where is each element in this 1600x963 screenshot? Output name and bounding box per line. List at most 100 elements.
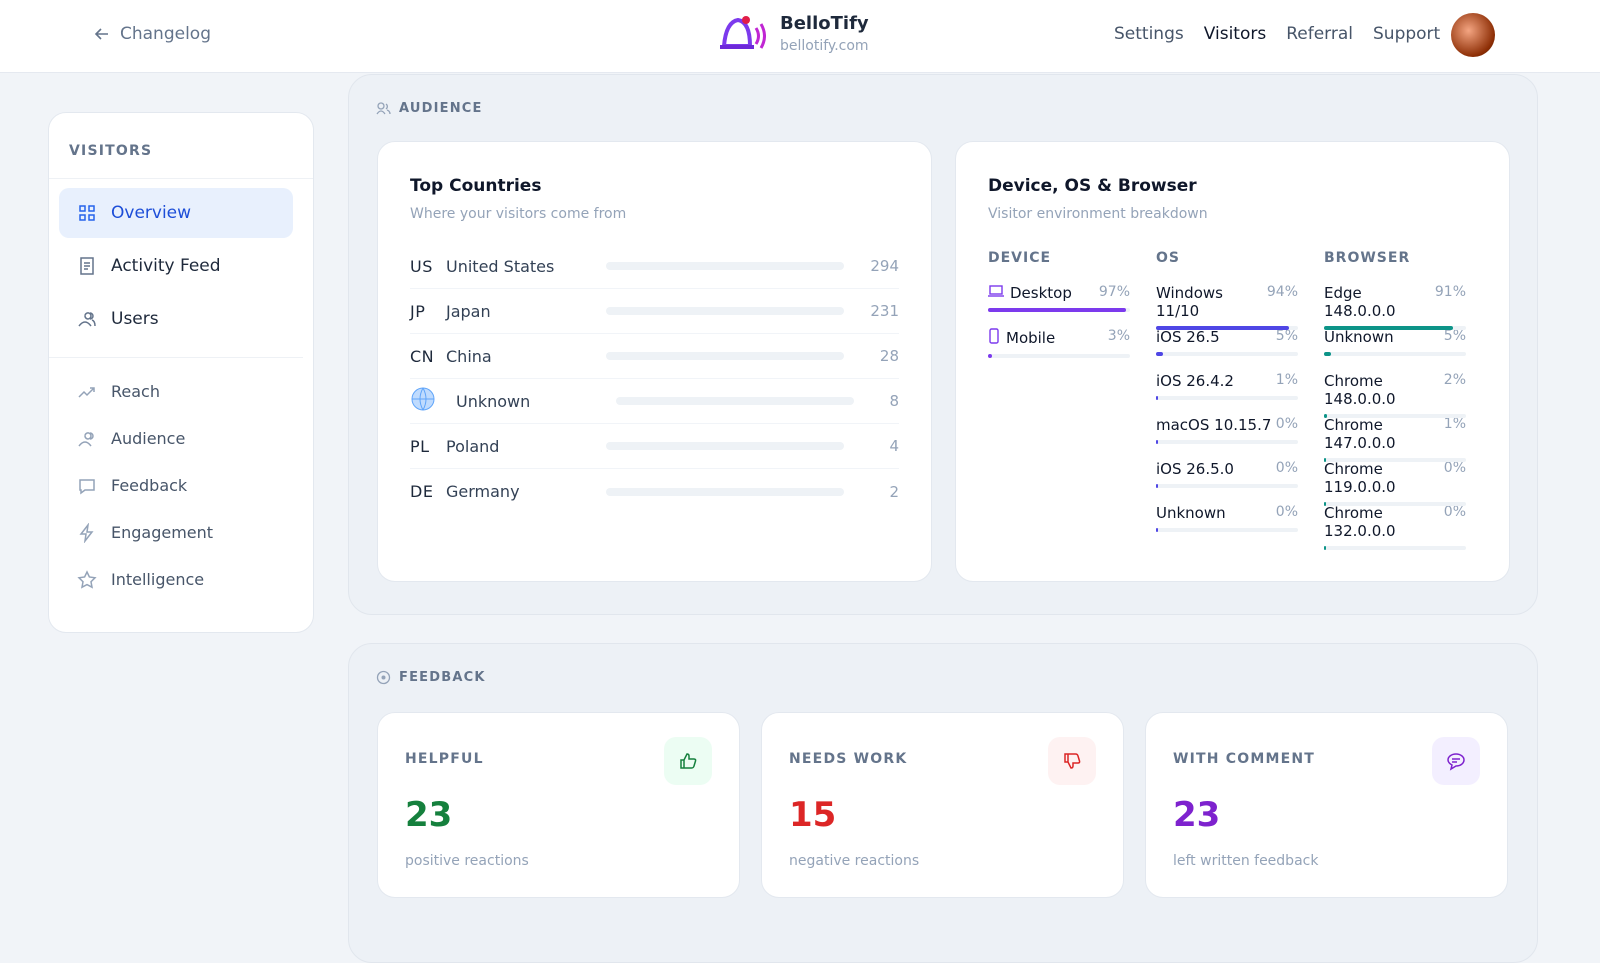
audience-heading-text: AUDIENCE bbox=[399, 101, 483, 116]
sidebar-item[interactable]: Overview bbox=[59, 188, 293, 238]
back-link[interactable]: Changelog bbox=[94, 24, 211, 44]
globe bbox=[411, 387, 435, 411]
back-text: Changelog bbox=[120, 24, 212, 44]
env-line: Chrome 148.0.0.0 2% bbox=[1324, 372, 1466, 408]
env-track bbox=[1156, 352, 1298, 356]
icon bbox=[80, 257, 94, 275]
feedback-heading: FEEDBACK bbox=[376, 670, 486, 685]
feedback-label: HELPFUL bbox=[405, 751, 484, 767]
env-label-wrap: Chrome 148.0.0.0 bbox=[1324, 372, 1444, 408]
env-line: Edge 148.0.0.0 91% bbox=[1324, 284, 1466, 320]
country-name: Japan bbox=[446, 301, 491, 321]
env-label: Chrome 147.0.0.0 bbox=[1324, 416, 1396, 452]
env-track bbox=[1324, 352, 1466, 356]
card-title: Device, OS & Browser bbox=[988, 176, 1197, 196]
env-pct: 0% bbox=[1275, 504, 1298, 520]
env-label-wrap: Mobile bbox=[988, 328, 1055, 348]
sidebar-item[interactable]: Users bbox=[59, 294, 293, 344]
feedback-value: 15 bbox=[789, 795, 837, 835]
avatar[interactable] bbox=[1451, 13, 1495, 57]
sidebar-label: Users bbox=[111, 309, 159, 329]
env-line: Unknown 0% bbox=[1156, 504, 1298, 522]
env-bar bbox=[1324, 352, 1332, 356]
sidebar-item[interactable]: Audience bbox=[59, 415, 303, 462]
feedback-caption: negative reactions bbox=[789, 853, 920, 869]
country-code: DE bbox=[410, 482, 434, 501]
env-label-wrap: Unknown bbox=[1156, 504, 1226, 522]
sidebar-label: Activity Feed bbox=[111, 256, 221, 276]
sidebar-title: VISITORS bbox=[49, 113, 313, 179]
nav-link[interactable]: Settings bbox=[1114, 24, 1184, 44]
env-track bbox=[1324, 414, 1466, 418]
brand: BelloTify bellotify.com bbox=[780, 13, 869, 54]
back-icon bbox=[94, 28, 108, 40]
nav-link[interactable]: Visitors bbox=[1203, 24, 1267, 44]
device-column: OS Windows 11/10 94% iOS 26.5 5% iOS 26.4.2 1%… bbox=[1156, 250, 1298, 548]
bar-track bbox=[606, 307, 844, 315]
country-name: United States bbox=[446, 256, 555, 276]
feedback-value: 23 bbox=[405, 795, 453, 835]
top-nav: Settings Visitors Referral Support bbox=[1114, 24, 1440, 44]
env-label-wrap: Chrome 119.0.0.0 bbox=[1324, 460, 1444, 496]
sidebar-item[interactable]: Engagement bbox=[59, 509, 303, 556]
env-pct: 0% bbox=[1443, 504, 1466, 520]
env-line: Chrome 119.0.0.0 0% bbox=[1324, 460, 1466, 496]
country-count: 231 bbox=[870, 302, 899, 320]
env-label: Windows 11/10 bbox=[1156, 284, 1223, 320]
sidebar-item[interactable]: Feedback bbox=[59, 462, 303, 509]
device-card: Device, OS & Browser Visitor environment… bbox=[955, 141, 1510, 582]
env-row: Desktop 97% bbox=[988, 284, 1130, 328]
env-track bbox=[1156, 326, 1298, 330]
env-bar bbox=[1324, 414, 1327, 418]
sidebar-item[interactable]: Reach bbox=[59, 368, 303, 415]
env-bar bbox=[988, 308, 1126, 312]
country-code: PL bbox=[410, 436, 430, 456]
card-subtitle: Visitor environment breakdown bbox=[988, 206, 1208, 222]
sidebar-item[interactable]: Activity Feed bbox=[59, 241, 293, 291]
card-subtitle: Where your visitors come from bbox=[410, 206, 627, 222]
env-label: iOS 26.4.2 bbox=[1156, 372, 1234, 390]
logo bbox=[720, 16, 766, 49]
icon bbox=[78, 312, 96, 327]
brand-name: BelloTify bbox=[780, 13, 869, 34]
env-bar bbox=[1324, 326, 1454, 330]
feedback-card: NEEDS WORK 15 negative reactions bbox=[761, 712, 1124, 898]
feedback-icon bbox=[664, 737, 712, 785]
sidebar-item[interactable]: Intelligence bbox=[59, 556, 303, 603]
icon bbox=[78, 386, 95, 398]
mobile-icon bbox=[989, 328, 999, 344]
audience-heading: AUDIENCE bbox=[376, 101, 483, 116]
env-line: Chrome 132.0.0.0 0% bbox=[1324, 504, 1466, 540]
env-pct: 3% bbox=[1107, 328, 1130, 344]
env-line: Desktop 97% bbox=[988, 284, 1130, 302]
icon bbox=[79, 478, 95, 494]
sidebar-label: Feedback bbox=[111, 476, 188, 495]
env-pct: 1% bbox=[1275, 372, 1298, 388]
env-row: Mobile 3% bbox=[988, 328, 1130, 372]
nav-link[interactable]: Referral bbox=[1286, 24, 1353, 44]
desktop-icon bbox=[988, 285, 1004, 297]
env-line: Chrome 147.0.0.0 1% bbox=[1324, 416, 1466, 452]
env-row: iOS 26.5 5% bbox=[1156, 328, 1298, 372]
env-track bbox=[988, 308, 1130, 312]
env-track bbox=[1156, 440, 1298, 444]
feedback-section: FEEDBACK HELPFUL 23 positive reactions NEED… bbox=[348, 643, 1538, 963]
country-row: US United States 294 bbox=[410, 244, 899, 289]
country-row: CN China 28 bbox=[410, 334, 899, 379]
feedback-icon bbox=[1048, 737, 1096, 785]
audience-section: AUDIENCE Top Countries Where your visito… bbox=[348, 74, 1538, 615]
country-row: JP Japan 231 bbox=[410, 289, 899, 334]
primary-nav: Overview Activity Feed Users bbox=[49, 179, 303, 358]
feedback-value: 23 bbox=[1173, 795, 1221, 835]
nav-link[interactable]: Support bbox=[1373, 24, 1441, 44]
env-row: Chrome 132.0.0.0 0% bbox=[1324, 504, 1466, 550]
env-label-wrap: Chrome 147.0.0.0 bbox=[1324, 416, 1444, 452]
sidebar-label: Overview bbox=[111, 203, 192, 223]
env-row: macOS 10.15.7 0% bbox=[1156, 416, 1298, 460]
column-heading: OS bbox=[1156, 250, 1180, 266]
feedback-heading-text: FEEDBACK bbox=[399, 670, 486, 685]
device-icon bbox=[988, 284, 1004, 302]
countries-card: Top Countries Where your visitors come f… bbox=[377, 141, 932, 582]
device-columns: DEVICE Desktop 97% Mobile 3% OS Windows 11/10 9… bbox=[988, 250, 1477, 550]
